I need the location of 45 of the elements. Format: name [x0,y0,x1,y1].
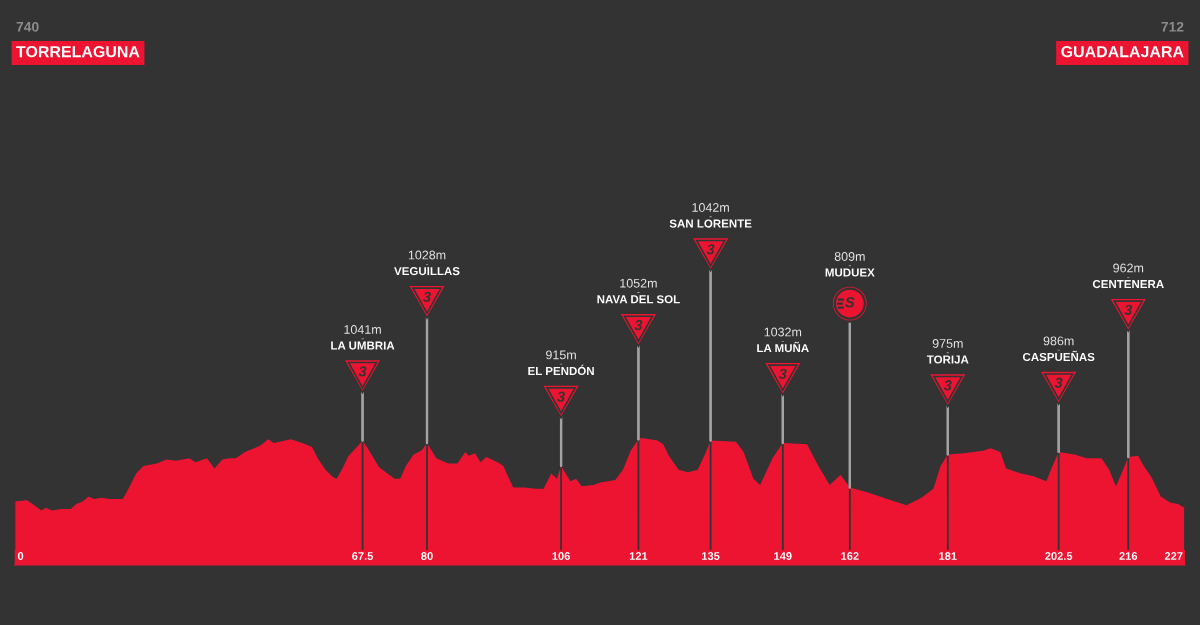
text: 712 [1161,21,1184,32]
x-tick-label: 227 [1164,552,1183,560]
x-tick-label: 121 [629,552,648,560]
annotation: LA MUÑA [757,341,809,353]
x-tick-label: 106 [552,552,570,560]
annotation: 809m [834,252,865,261]
text: 3 [943,380,952,391]
annotation: SAN LORENTE [669,219,752,228]
x-tick-label: 181 [939,552,957,560]
text: 3 [557,391,565,402]
annotation: NAVA DEL SOL [597,295,680,304]
annotation: VEGUILLAS [394,267,460,276]
text: 3 [358,366,367,377]
annotation: CENTENERA [1092,279,1164,289]
x-tick-label: 80 [421,552,433,560]
annotation: TORIJA [926,355,969,364]
annotation: 1041m [344,325,381,334]
text: 3 [706,244,715,255]
text: 3 [1124,304,1133,315]
x-tick-label: 0 [17,552,24,560]
text: 3 [423,291,431,302]
x-tick-label: 149 [774,552,792,560]
annotation: EL PENDÓN [528,364,594,376]
text: 3 [778,368,787,379]
x-tick-label: 162 [841,552,859,560]
annotation: 1042m [692,203,729,212]
annotation: CASPUEÑAS [1022,350,1095,362]
x-tick-label: 216 [1119,552,1138,560]
annotation: 1028m [408,250,446,260]
text: TORRELAGUNA [16,45,140,58]
annotation: 986m [1043,336,1074,346]
x-tick-label: 135 [702,552,720,560]
annotation: 1052m [620,278,657,288]
annotation: 975m [932,339,963,348]
text: 3 [634,319,643,331]
annotation: 1032m [764,327,802,337]
text: 740 [16,21,39,32]
annotation: LA UMBRIA [331,341,395,350]
text: GUADALAJARA [1061,45,1184,58]
x-tick-label: 67.5 [352,552,374,560]
annotation: 962m [1113,263,1144,273]
annotation: 915m [546,350,576,360]
x-tick-label: 202.5 [1045,552,1073,560]
text: 3 [1054,377,1063,388]
annotation: MUDUEX [825,268,875,277]
